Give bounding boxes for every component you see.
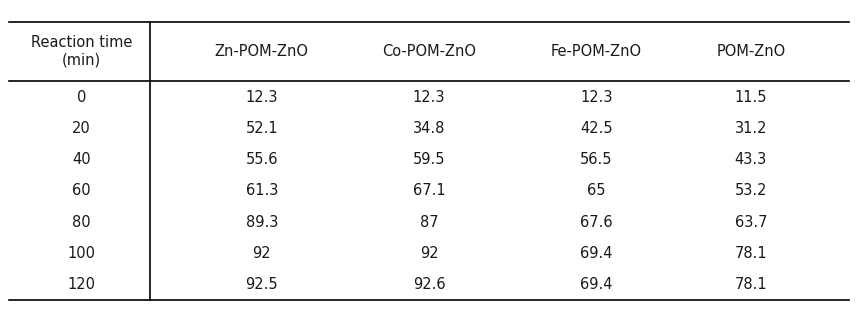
Text: Zn-POM-ZnO: Zn-POM-ZnO — [214, 44, 309, 59]
Text: 69.4: 69.4 — [580, 277, 613, 292]
Text: 53.2: 53.2 — [734, 183, 767, 198]
Text: 0: 0 — [77, 90, 86, 105]
Text: 61.3: 61.3 — [245, 183, 278, 198]
Text: POM-ZnO: POM-ZnO — [716, 44, 785, 59]
Text: 52.1: 52.1 — [245, 121, 278, 136]
Text: 92.6: 92.6 — [413, 277, 445, 292]
Text: 43.3: 43.3 — [734, 152, 767, 167]
Text: 55.6: 55.6 — [245, 152, 278, 167]
Text: 63.7: 63.7 — [734, 215, 767, 230]
Text: Reaction time
(min): Reaction time (min) — [31, 35, 132, 68]
Text: 92: 92 — [420, 246, 438, 261]
Text: Fe-POM-ZnO: Fe-POM-ZnO — [551, 44, 642, 59]
Text: 12.3: 12.3 — [413, 90, 445, 105]
Text: 11.5: 11.5 — [734, 90, 767, 105]
Text: 59.5: 59.5 — [413, 152, 445, 167]
Text: 92.5: 92.5 — [245, 277, 278, 292]
Text: 100: 100 — [68, 246, 95, 261]
Text: 92: 92 — [252, 246, 271, 261]
Text: 80: 80 — [72, 215, 91, 230]
Text: 67.6: 67.6 — [580, 215, 613, 230]
Text: 34.8: 34.8 — [413, 121, 445, 136]
Text: 56.5: 56.5 — [580, 152, 613, 167]
Text: 89.3: 89.3 — [245, 215, 278, 230]
Text: 78.1: 78.1 — [734, 246, 767, 261]
Text: 20: 20 — [72, 121, 91, 136]
Text: 42.5: 42.5 — [580, 121, 613, 136]
Text: 67.1: 67.1 — [413, 183, 445, 198]
Text: Co-POM-ZnO: Co-POM-ZnO — [382, 44, 476, 59]
Text: 69.4: 69.4 — [580, 246, 613, 261]
Text: 60: 60 — [72, 183, 91, 198]
Text: 12.3: 12.3 — [580, 90, 613, 105]
Text: 12.3: 12.3 — [245, 90, 278, 105]
Text: 87: 87 — [420, 215, 438, 230]
Text: 78.1: 78.1 — [734, 277, 767, 292]
Text: 31.2: 31.2 — [734, 121, 767, 136]
Text: 40: 40 — [72, 152, 91, 167]
Text: 65: 65 — [587, 183, 606, 198]
Text: 120: 120 — [68, 277, 95, 292]
